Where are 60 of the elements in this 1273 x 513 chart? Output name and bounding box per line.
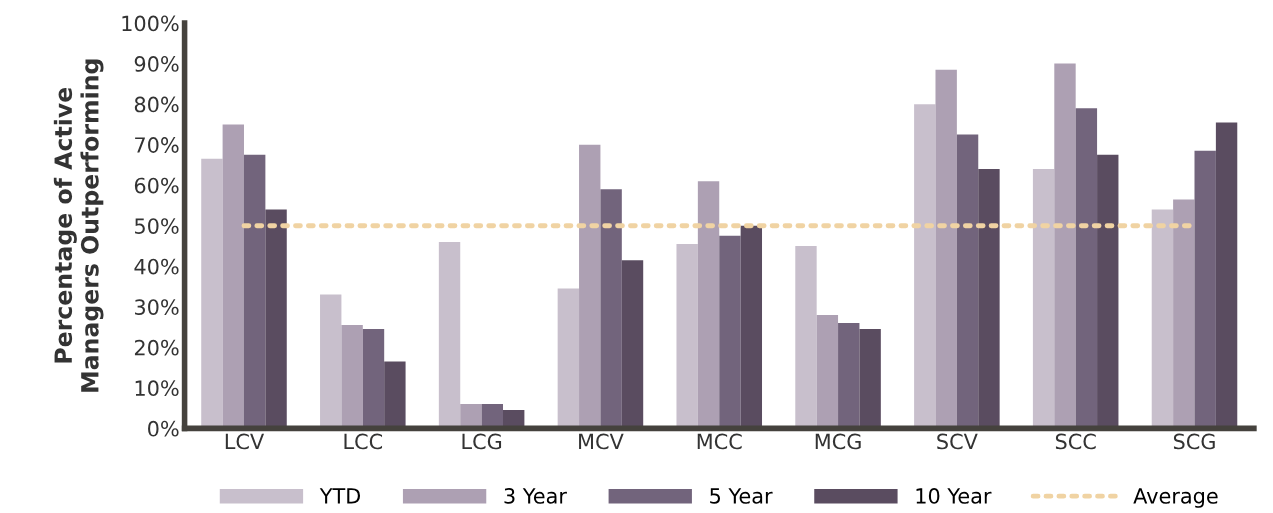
bar	[222, 124, 244, 429]
bar	[697, 181, 720, 429]
y-tick-label: 90%	[134, 56, 179, 72]
y-axis-title: Percentage of Active Managers Outperforming	[53, 59, 104, 392]
bar	[1151, 209, 1174, 429]
legend-label: YTD	[319, 488, 361, 504]
bar	[265, 209, 287, 429]
x-tick-label: LCV	[225, 433, 265, 450]
y-tick-label: 40%	[134, 258, 179, 275]
bar	[201, 158, 223, 429]
bar	[621, 260, 644, 429]
bar	[676, 243, 698, 429]
bar	[243, 154, 266, 429]
bar	[795, 245, 817, 429]
bar	[1194, 150, 1216, 429]
bar	[1075, 108, 1098, 429]
y-tick-label: 60%	[134, 177, 179, 194]
y-tick-label: 20%	[134, 339, 179, 356]
bar	[914, 104, 936, 429]
bar	[816, 314, 839, 429]
bar	[1173, 199, 1195, 429]
y-tick-label: 70%	[135, 137, 179, 153]
bar	[1032, 168, 1055, 429]
legend-label: 3 Year	[504, 488, 567, 504]
bar	[935, 69, 957, 429]
bar	[838, 322, 860, 429]
bar	[362, 329, 385, 429]
legend-label: Average	[1133, 488, 1218, 508]
legend-label: 10 Year	[916, 488, 992, 504]
x-tick-label: SCC	[1055, 433, 1096, 450]
bar	[438, 241, 461, 429]
y-tick-label: 10%	[135, 380, 179, 397]
legend-label: 5 Year	[710, 488, 773, 504]
bar	[320, 294, 342, 429]
x-tick-label: MCG	[815, 433, 861, 450]
x-tick-label: LCC	[344, 433, 383, 450]
bar	[859, 329, 881, 429]
x-tick-label: LCG	[462, 433, 502, 450]
x-tick-label: MCV	[579, 433, 624, 450]
x-tick-label: SCG	[1173, 433, 1215, 450]
bar	[719, 235, 741, 429]
bar	[460, 404, 482, 429]
y-tick-label: 50%	[135, 218, 179, 234]
x-tick-label: MCC	[697, 433, 742, 450]
bar	[978, 168, 1000, 429]
bar	[384, 361, 406, 429]
y-tick-label: 0%	[148, 420, 179, 437]
y-tick-label: 30%	[135, 299, 179, 315]
y-tick-label: 100%	[122, 15, 179, 32]
y-tick-label: 80%	[134, 96, 179, 113]
bar	[600, 189, 622, 429]
bar	[1215, 122, 1238, 429]
x-tick-label: SCV	[937, 433, 978, 450]
bar	[740, 225, 763, 429]
bar	[557, 288, 580, 429]
bar	[1054, 63, 1076, 429]
bar	[1097, 154, 1119, 429]
bar	[579, 144, 601, 429]
bar	[956, 134, 979, 429]
bar	[341, 325, 363, 429]
